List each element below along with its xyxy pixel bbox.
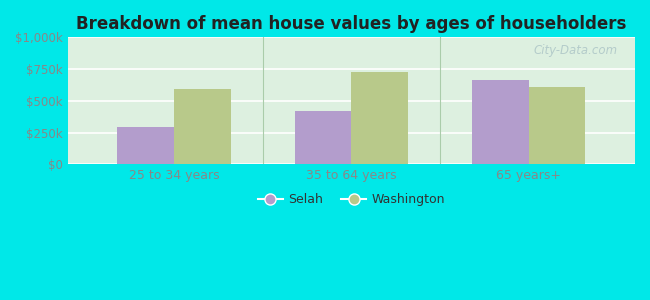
Bar (174, 89, 231, 164)
Bar (117, 128, 174, 164)
Title: Breakdown of mean house values by ages of householders: Breakdown of mean house values by ages o… (76, 15, 627, 33)
Bar (294, 111, 351, 164)
Bar (472, 80, 528, 164)
Legend: Selah, Washington: Selah, Washington (253, 188, 450, 211)
Bar (351, 72, 408, 164)
Text: City-Data.com: City-Data.com (534, 44, 618, 57)
Bar (528, 87, 586, 164)
